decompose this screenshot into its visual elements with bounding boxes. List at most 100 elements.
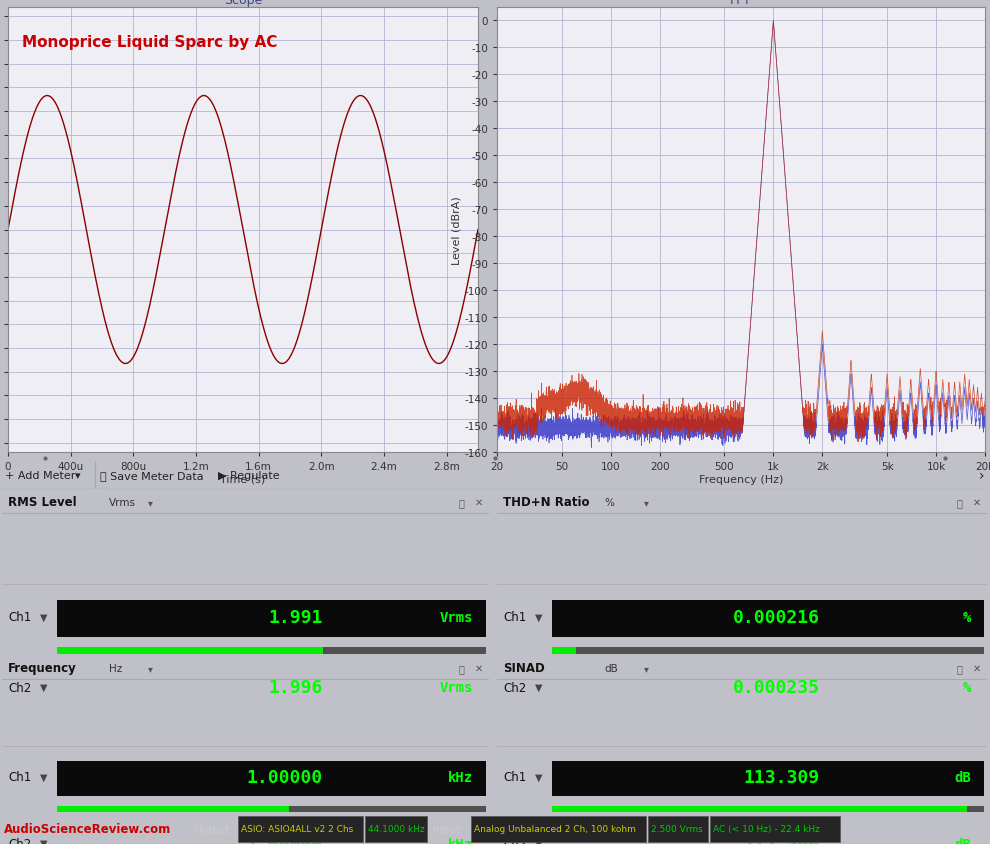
Text: 112.566: 112.566	[743, 835, 820, 844]
Bar	[57, 727, 320, 733]
Text: Ch1: Ch1	[503, 610, 527, 624]
Text: ▼: ▼	[40, 612, 48, 622]
Text: Monoprice Liquid Sparc by AC: Monoprice Liquid Sparc by AC	[22, 35, 277, 50]
Bar	[966, 806, 984, 813]
Text: ▼: ▼	[535, 612, 543, 622]
Text: ›: ›	[978, 468, 984, 483]
Text: ▾: ▾	[148, 497, 153, 507]
Text: ▾: ▾	[644, 663, 648, 674]
Text: ▼: ▼	[535, 838, 543, 844]
Bar	[552, 717, 578, 725]
Text: Ch2: Ch2	[8, 681, 32, 694]
Text: Input:: Input:	[433, 824, 463, 834]
Text: ▼: ▼	[535, 771, 543, 782]
Text: kHz: kHz	[448, 836, 473, 844]
Bar	[238, 816, 363, 841]
Text: dB: dB	[605, 663, 619, 674]
Bar	[57, 727, 486, 733]
Text: Ch1: Ch1	[8, 771, 32, 783]
Bar	[57, 815, 486, 822]
Text: Vrms: Vrms	[109, 497, 137, 507]
Bar	[552, 671, 984, 708]
Bar	[575, 657, 984, 663]
Text: Ch1: Ch1	[8, 610, 32, 624]
Bar	[552, 647, 984, 654]
Text: SINAD: SINAD	[503, 662, 544, 674]
Text: ✕: ✕	[475, 663, 483, 674]
Bar	[57, 717, 325, 725]
Bar	[289, 806, 486, 813]
Text: 0.000216: 0.000216	[733, 609, 820, 626]
Text: ▶ Regulate: ▶ Regulate	[218, 470, 279, 480]
Text: AC (< 10 Hz) - 22.4 kHz: AC (< 10 Hz) - 22.4 kHz	[713, 825, 820, 834]
Text: 1.00000: 1.00000	[247, 768, 323, 786]
Y-axis label: Level (dBrA): Level (dBrA)	[451, 196, 461, 264]
Bar	[552, 727, 577, 733]
Text: ▼: ▼	[40, 838, 48, 844]
Text: 113.309: 113.309	[743, 768, 820, 786]
Bar	[552, 647, 576, 654]
Bar	[552, 727, 984, 733]
Text: ⧉: ⧉	[459, 663, 465, 674]
Bar	[578, 717, 984, 725]
Bar	[552, 717, 984, 725]
Bar	[320, 727, 486, 733]
Text: 44.1000 kHz: 44.1000 kHz	[368, 825, 425, 834]
Bar	[57, 806, 486, 813]
Text: ✕: ✕	[973, 663, 981, 674]
X-axis label: Frequency (Hz): Frequency (Hz)	[699, 474, 783, 484]
Text: %: %	[962, 680, 971, 695]
Text: %: %	[605, 497, 615, 507]
Bar	[552, 806, 984, 813]
Bar	[958, 815, 984, 822]
Bar	[552, 815, 984, 822]
Bar	[57, 761, 486, 796]
Bar	[325, 717, 486, 725]
Text: Hz: Hz	[109, 663, 123, 674]
Bar	[57, 671, 486, 708]
Text: Vrms: Vrms	[440, 680, 473, 695]
Text: 1.991: 1.991	[268, 609, 323, 626]
Text: 0.000235: 0.000235	[733, 679, 820, 696]
Bar	[552, 828, 984, 844]
Bar	[365, 816, 427, 841]
Text: 1.996: 1.996	[268, 679, 323, 696]
Text: Ch2: Ch2	[503, 836, 527, 844]
Text: Ch1: Ch1	[503, 771, 527, 783]
Text: kHz: kHz	[448, 770, 473, 784]
Text: 2.500 Vrms: 2.500 Vrms	[651, 825, 703, 834]
Text: ▼: ▼	[40, 683, 48, 692]
Bar	[552, 601, 984, 637]
Text: ▾: ▾	[75, 470, 80, 480]
Text: ⧉: ⧉	[957, 663, 963, 674]
Bar	[552, 806, 966, 813]
Bar	[576, 647, 984, 654]
Bar	[57, 657, 318, 663]
Text: ✕: ✕	[475, 497, 483, 507]
Text: THD+N Ratio: THD+N Ratio	[503, 496, 589, 509]
Bar	[552, 815, 958, 822]
Text: + Add Meter: + Add Meter	[5, 470, 75, 480]
Bar	[57, 717, 486, 725]
Text: Analog Unbalanced 2 Ch, 100 kohm: Analog Unbalanced 2 Ch, 100 kohm	[474, 825, 636, 834]
Text: ASIO: ASIO4ALL v2 2 Chs: ASIO: ASIO4ALL v2 2 Chs	[241, 825, 353, 834]
Bar	[648, 816, 708, 841]
Bar	[552, 657, 575, 663]
Bar	[318, 657, 486, 663]
Text: Ch2: Ch2	[8, 836, 32, 844]
Bar	[57, 815, 284, 822]
Text: AudioScienceReview.com: AudioScienceReview.com	[4, 823, 171, 836]
Text: %: %	[962, 610, 971, 625]
Bar	[471, 816, 646, 841]
Title: Scope: Scope	[224, 0, 262, 7]
Text: ✕: ✕	[973, 497, 981, 507]
Text: ▼: ▼	[535, 683, 543, 692]
Text: Vrms: Vrms	[440, 610, 473, 625]
Bar	[284, 815, 486, 822]
Text: Frequency: Frequency	[8, 662, 77, 674]
Text: dB: dB	[954, 836, 971, 844]
Bar	[57, 828, 486, 844]
Text: ▾: ▾	[644, 497, 648, 507]
Bar	[552, 761, 984, 796]
Text: ⧉: ⧉	[459, 497, 465, 507]
